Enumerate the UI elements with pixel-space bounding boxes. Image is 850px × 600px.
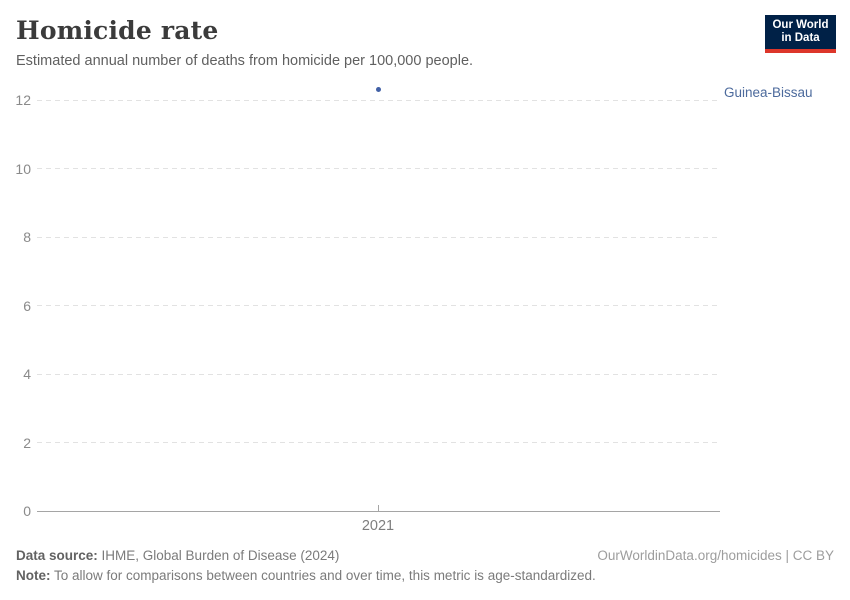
y-tick-label-4: 4 — [23, 366, 31, 382]
data-point-guinea-bissau[interactable] — [376, 87, 381, 93]
note-line: Note: To allow for comparisons between c… — [16, 568, 834, 583]
data-source-value: IHME, Global Burden of Disease (2024) — [97, 548, 340, 563]
x-tick-mark-2021 — [378, 505, 379, 511]
owid-logo-line2: in Data — [781, 32, 820, 44]
y-tick-label-0: 0 — [23, 503, 31, 519]
chart-subtitle: Estimated annual number of deaths from h… — [16, 53, 474, 69]
credit-link[interactable]: OurWorldinData.org/homicides | CC BY — [597, 548, 834, 563]
y-tick-label-12: 12 — [15, 92, 31, 108]
gridline-y-4 — [37, 373, 720, 375]
owid-logo-line1: Our World — [772, 19, 829, 31]
data-source-label: Data source: — [16, 548, 98, 563]
x-tick-label-2021: 2021 — [361, 518, 395, 534]
gridline-y-10 — [37, 168, 720, 169]
gridline-y-2 — [37, 442, 720, 443]
y-tick-label-10: 10 — [15, 160, 31, 177]
y-tick-label-2: 2 — [23, 434, 31, 451]
data-source-line: Data source: IHME, Global Burden of Dise… — [16, 548, 339, 563]
owid-logo[interactable]: Our World in Data — [765, 15, 836, 53]
gridline-y-6 — [37, 305, 720, 306]
x-axis-line — [37, 510, 720, 512]
y-tick-label-8: 8 — [23, 229, 31, 245]
y-tick-label-6: 6 — [23, 297, 31, 314]
footer: Data source: IHME, Global Burden of Dise… — [16, 548, 834, 583]
gridline-y-12 — [37, 99, 720, 101]
chart-title: Homicide rate — [16, 16, 219, 45]
gridline-y-8 — [37, 236, 720, 238]
note-label: Note: — [16, 568, 51, 583]
entity-label-guinea-bissau[interactable]: Guinea-Bissau — [724, 85, 813, 100]
note-value: To allow for comparisons between countri… — [50, 568, 596, 583]
